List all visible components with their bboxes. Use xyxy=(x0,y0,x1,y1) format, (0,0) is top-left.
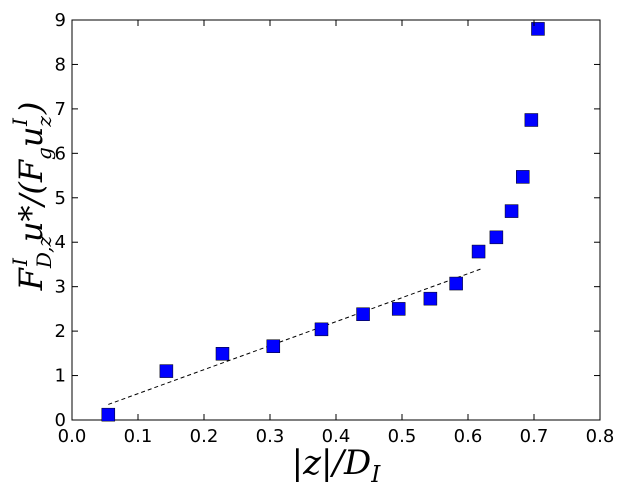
x-tick-label: 0.2 xyxy=(190,426,219,447)
y-tick-label: 7 xyxy=(55,99,66,120)
x-tick-label: 0.1 xyxy=(124,426,153,447)
y-tick-label: 9 xyxy=(55,10,66,31)
x-tick-label: 0.8 xyxy=(586,426,615,447)
data-point xyxy=(489,230,504,245)
x-tick-label: 0.6 xyxy=(454,426,483,447)
data-point xyxy=(266,339,281,353)
data-point xyxy=(356,307,370,321)
x-axis-ticks: 0.0 0.1 0.2 0.3 0.4 0.5 0.6 0.7 0.8 xyxy=(58,20,615,447)
y-tick-label: 3 xyxy=(55,277,66,298)
data-point xyxy=(471,244,486,259)
y-tick-label: 1 xyxy=(55,366,66,387)
y-tick-label: 5 xyxy=(55,188,66,209)
data-point xyxy=(449,276,463,291)
data-point xyxy=(524,113,539,127)
y-tick-label: 4 xyxy=(55,232,66,253)
data-point xyxy=(314,322,329,337)
svg-text:|z|/DI: |z|/DI xyxy=(292,443,382,488)
x-tick-label: 0.0 xyxy=(58,426,87,447)
y-tick-label: 2 xyxy=(55,321,66,342)
data-point xyxy=(391,302,406,316)
y-axis-label: FD,zIu*/(FguzI) xyxy=(8,102,56,292)
y-tick-label: 6 xyxy=(55,143,66,164)
plot-frame xyxy=(71,19,601,421)
data-point xyxy=(531,22,545,36)
y-tick-label: 0 xyxy=(55,410,66,431)
data-point xyxy=(423,291,438,306)
data-point xyxy=(101,407,116,422)
x-tick-label: 0.7 xyxy=(520,426,549,447)
fit-line xyxy=(108,268,482,405)
x-axis-label: |z|/DI xyxy=(292,443,382,488)
data-point xyxy=(516,170,530,184)
data-point xyxy=(215,347,230,361)
plot-area xyxy=(71,19,601,422)
data-point xyxy=(504,204,519,218)
x-tick-label: 0.5 xyxy=(388,426,417,447)
x-tick-label: 0.4 xyxy=(322,426,351,447)
y-tick-label: 8 xyxy=(55,54,66,75)
data-point xyxy=(159,364,174,378)
x-tick-label: 0.3 xyxy=(256,426,285,447)
svg-text:FD,zIu*/(FguzI): FD,zIu*/(FguzI) xyxy=(8,102,56,292)
y-axis-ticks: 0 1 2 3 4 5 6 7 8 9 xyxy=(55,10,600,431)
